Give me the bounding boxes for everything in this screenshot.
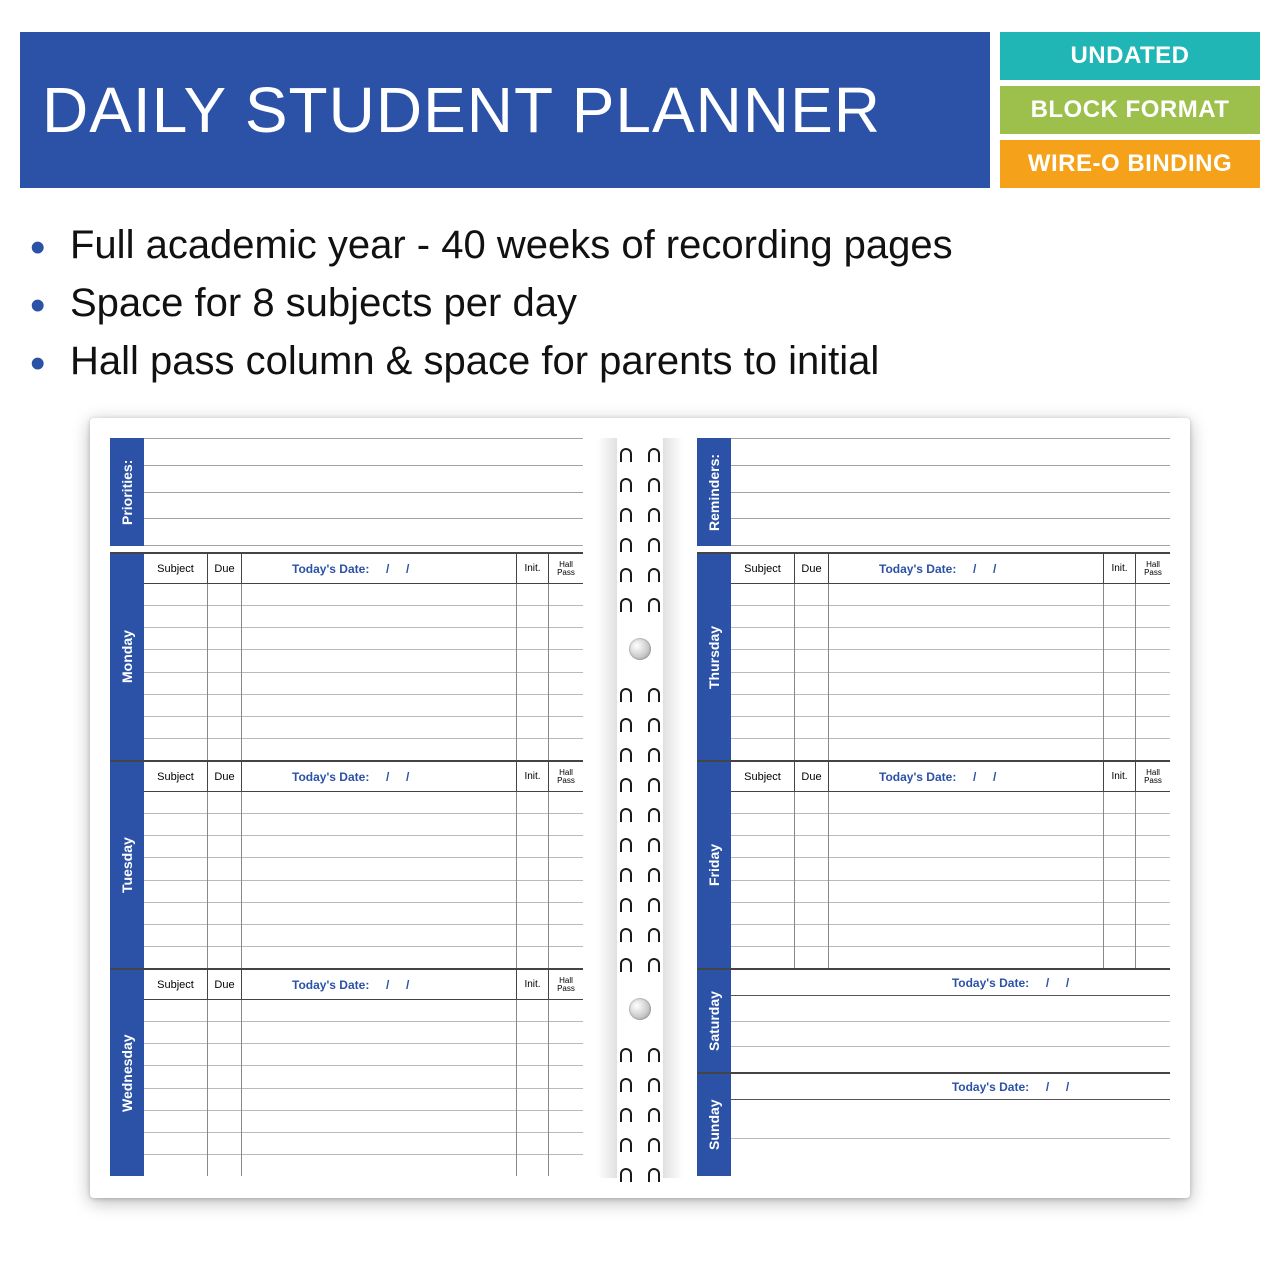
day-block-wednesday: Wednesday Subject Due Today's Date: / / … <box>110 968 583 1176</box>
col-init: Init. <box>517 762 549 791</box>
col-init: Init. <box>1104 762 1136 791</box>
day-rows-monday <box>144 584 583 760</box>
badges: UNDATED BLOCK FORMAT WIRE-O BINDING <box>1000 32 1260 188</box>
badge-undated: UNDATED <box>1000 32 1260 80</box>
day-tab-monday: Monday <box>110 554 144 760</box>
weekend-date-sunday: Today's Date: / / <box>731 1074 1170 1100</box>
col-hall-pass: HallPass <box>549 970 583 999</box>
title-banner: DAILY STUDENT PLANNER <box>20 32 990 188</box>
planner-spread: Priorities: Monday Subject Due Today's D… <box>90 418 1190 1198</box>
planner-left-page: Priorities: Monday Subject Due Today's D… <box>90 438 617 1178</box>
col-due: Due <box>208 554 242 583</box>
priorities-lines <box>144 438 583 546</box>
col-init: Init. <box>517 970 549 999</box>
col-due: Due <box>208 970 242 999</box>
day-rows-friday <box>731 792 1170 968</box>
col-date: Today's Date: / / <box>242 970 517 999</box>
day-block-tuesday: Tuesday Subject Due Today's Date: / / In… <box>110 760 583 968</box>
col-init: Init. <box>517 554 549 583</box>
col-subject: Subject <box>731 762 795 791</box>
day-tab-wednesday: Wednesday <box>110 970 144 1176</box>
col-date: Today's Date: / / <box>829 762 1104 791</box>
day-rows-tuesday <box>144 792 583 968</box>
day-tab-tuesday: Tuesday <box>110 762 144 968</box>
day-header-friday: Subject Due Today's Date: / / Init. Hall… <box>731 762 1170 792</box>
col-subject: Subject <box>144 762 208 791</box>
col-hall-pass: HallPass <box>1136 762 1170 791</box>
weekend-block-saturday: Saturday Today's Date: / / <box>697 968 1170 1072</box>
priorities-block: Priorities: <box>110 438 583 546</box>
col-due: Due <box>795 554 829 583</box>
weekend-date-saturday: Today's Date: / / <box>731 970 1170 996</box>
day-rows-wednesday <box>144 1000 583 1176</box>
wire-o-binding <box>617 438 663 1178</box>
col-due: Due <box>208 762 242 791</box>
col-hall-pass: HallPass <box>1136 554 1170 583</box>
bullet-1: Full academic year - 40 weeks of recordi… <box>70 216 1260 274</box>
day-header-tuesday: Subject Due Today's Date: / / Init. Hall… <box>144 762 583 792</box>
reminders-tab: Reminders: <box>697 438 731 546</box>
col-init: Init. <box>1104 554 1136 583</box>
weekend-block-sunday: Sunday Today's Date: / / <box>697 1072 1170 1176</box>
planner-right-page: Reminders: Thursday Subject Due Today's … <box>663 438 1190 1178</box>
day-header-monday: Subject Due Today's Date: / / Init. Hall… <box>144 554 583 584</box>
col-subject: Subject <box>144 970 208 999</box>
col-subject: Subject <box>731 554 795 583</box>
day-header-wednesday: Subject Due Today's Date: / / Init. Hall… <box>144 970 583 1000</box>
header-row: DAILY STUDENT PLANNER UNDATED BLOCK FORM… <box>0 0 1280 188</box>
badge-wire-o: WIRE-O BINDING <box>1000 140 1260 188</box>
day-header-thursday: Subject Due Today's Date: / / Init. Hall… <box>731 554 1170 584</box>
col-date: Today's Date: / / <box>242 554 517 583</box>
col-due: Due <box>795 762 829 791</box>
day-rows-thursday <box>731 584 1170 760</box>
bullet-3: Hall pass column & space for parents to … <box>70 332 1260 390</box>
weekend-tab-sunday: Sunday <box>697 1074 731 1176</box>
bullet-2: Space for 8 subjects per day <box>70 274 1260 332</box>
badge-block-format: BLOCK FORMAT <box>1000 86 1260 134</box>
col-subject: Subject <box>144 554 208 583</box>
priorities-tab: Priorities: <box>110 438 144 546</box>
day-block-thursday: Thursday Subject Due Today's Date: / / I… <box>697 552 1170 760</box>
weekend-tab-saturday: Saturday <box>697 970 731 1072</box>
col-hall-pass: HallPass <box>549 762 583 791</box>
feature-bullets: Full academic year - 40 weeks of recordi… <box>0 188 1280 408</box>
day-block-monday: Monday Subject Due Today's Date: / / Ini… <box>110 552 583 760</box>
day-tab-friday: Friday <box>697 762 731 968</box>
reminders-lines <box>731 438 1170 546</box>
col-hall-pass: HallPass <box>549 554 583 583</box>
day-tab-thursday: Thursday <box>697 554 731 760</box>
reminders-block: Reminders: <box>697 438 1170 546</box>
day-block-friday: Friday Subject Due Today's Date: / / Ini… <box>697 760 1170 968</box>
col-date: Today's Date: / / <box>242 762 517 791</box>
col-date: Today's Date: / / <box>829 554 1104 583</box>
